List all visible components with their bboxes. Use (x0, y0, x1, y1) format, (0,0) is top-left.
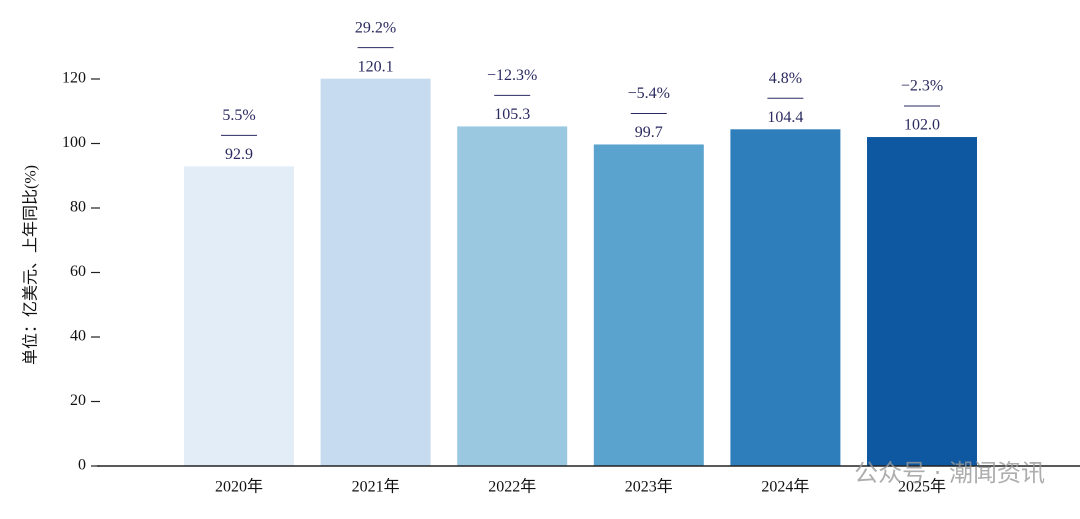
growth-label: −2.3% (901, 78, 943, 95)
y-tick-label: 0 (78, 457, 86, 474)
y-tick-label: 60 (70, 263, 86, 280)
y-tick-label: 40 (70, 328, 86, 345)
bar (867, 137, 977, 467)
y-axis-label: 单位：亿美元、上年同比(%) (22, 165, 40, 365)
bar (593, 144, 704, 466)
bar (730, 129, 841, 466)
y-tick-label: 120 (62, 70, 86, 87)
bar (320, 78, 431, 467)
value-label: 120.1 (358, 58, 394, 75)
growth-label: −12.3% (487, 67, 537, 84)
growth-label: 5.5% (222, 107, 255, 124)
value-label: 104.4 (767, 109, 803, 126)
y-tick-label: 20 (70, 392, 86, 409)
value-label: 92.9 (225, 146, 253, 163)
y-tick-label: 80 (70, 199, 86, 216)
growth-label: 4.8% (769, 70, 802, 87)
value-label: 102.0 (904, 117, 940, 134)
bar (457, 126, 568, 466)
x-tick-label: 2025年 (898, 478, 946, 496)
value-label: 99.7 (635, 124, 663, 141)
value-label: 105.3 (494, 106, 530, 123)
x-tick-label: 2024年 (761, 478, 809, 496)
y-tick-label: 100 (62, 134, 86, 151)
bar (184, 166, 294, 466)
growth-label: −5.4% (628, 85, 670, 102)
x-tick-label: 2023年 (625, 478, 673, 496)
watermark: 公众号 · 潮闻资讯 (854, 459, 1045, 487)
x-tick-label: 2021年 (352, 478, 400, 496)
x-tick-label: 2022年 (488, 478, 536, 496)
growth-label: 29.2% (355, 19, 396, 36)
x-tick-label: 2020年 (215, 478, 263, 496)
